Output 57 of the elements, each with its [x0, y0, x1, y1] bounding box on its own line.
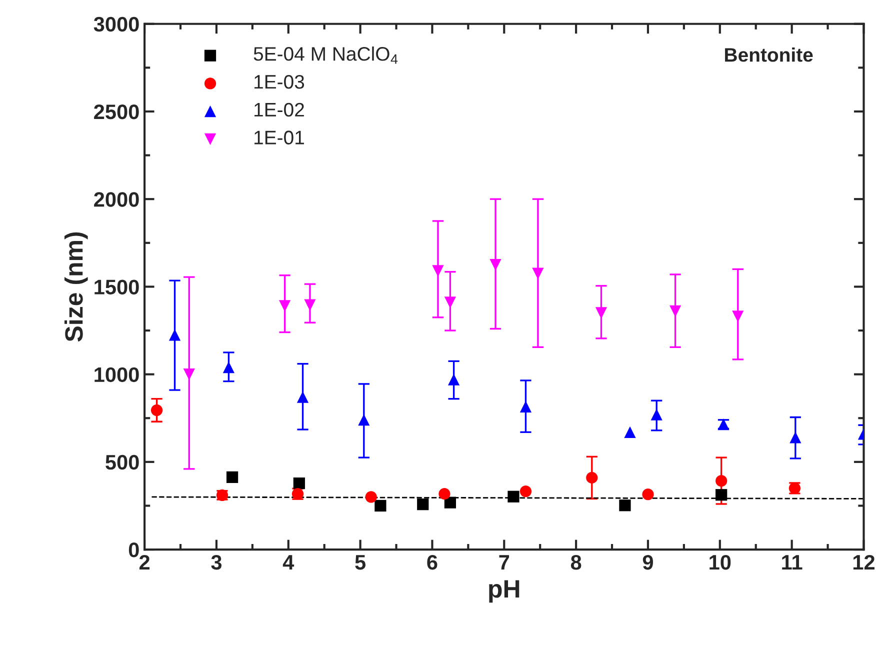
x-tick-label: 2 [139, 554, 150, 570]
point [508, 490, 520, 502]
y-tick-label: 1500 [94, 280, 139, 294]
x-tick-label: 3 [211, 554, 222, 570]
x-tick-label: 8 [570, 554, 582, 570]
point [374, 500, 386, 512]
x-tick-label: 9 [642, 554, 653, 570]
point [304, 299, 316, 311]
point [532, 268, 544, 280]
point [520, 486, 532, 498]
point [586, 472, 598, 484]
y-tick-label: 2500 [94, 104, 139, 120]
point [438, 488, 450, 500]
point [650, 408, 662, 420]
point [417, 498, 429, 510]
point [624, 426, 636, 438]
x-tick-label: 5 [355, 555, 366, 570]
y-tick-label: 3000 [94, 16, 139, 32]
point [595, 307, 608, 319]
point [520, 400, 532, 413]
point [150, 404, 163, 416]
point [444, 296, 456, 308]
point [168, 329, 181, 341]
point [716, 489, 728, 501]
point [490, 258, 502, 271]
point [642, 488, 654, 500]
point [716, 475, 728, 487]
point [183, 368, 195, 380]
y-tick-label: 500 [106, 454, 139, 470]
x-tick-label: 6 [427, 554, 438, 570]
legend-label: 5E-04 M NaClO$_{4}$ [254, 46, 398, 64]
x-tick-label: 4 [282, 555, 294, 570]
y-tick-label: 1000 [94, 367, 139, 382]
point [293, 477, 305, 490]
point [619, 500, 631, 512]
point [790, 432, 802, 444]
point [444, 496, 456, 508]
y-axis-title: Size (nm) [64, 232, 88, 342]
y-tick-label: 2000 [94, 192, 139, 207]
x-axis-title: pH [489, 580, 520, 603]
x-tick-label: 11 [782, 555, 802, 570]
point [296, 391, 309, 403]
point [448, 374, 460, 386]
point [365, 491, 377, 503]
point [226, 471, 238, 483]
x-tick-label: 7 [499, 555, 510, 570]
point [732, 310, 744, 322]
x-tick-label: 12 [853, 554, 874, 570]
legend-label: 1E-03 [254, 74, 304, 89]
point [278, 300, 291, 312]
legend-label: 1E-01 [254, 130, 304, 144]
point [358, 414, 370, 426]
legend-label: 1E-02 [254, 102, 304, 117]
x-tick-label: 10 [710, 554, 731, 570]
y-tick-label: 0 [128, 542, 139, 558]
point [432, 265, 444, 277]
annotation: Bentonite [725, 48, 813, 62]
